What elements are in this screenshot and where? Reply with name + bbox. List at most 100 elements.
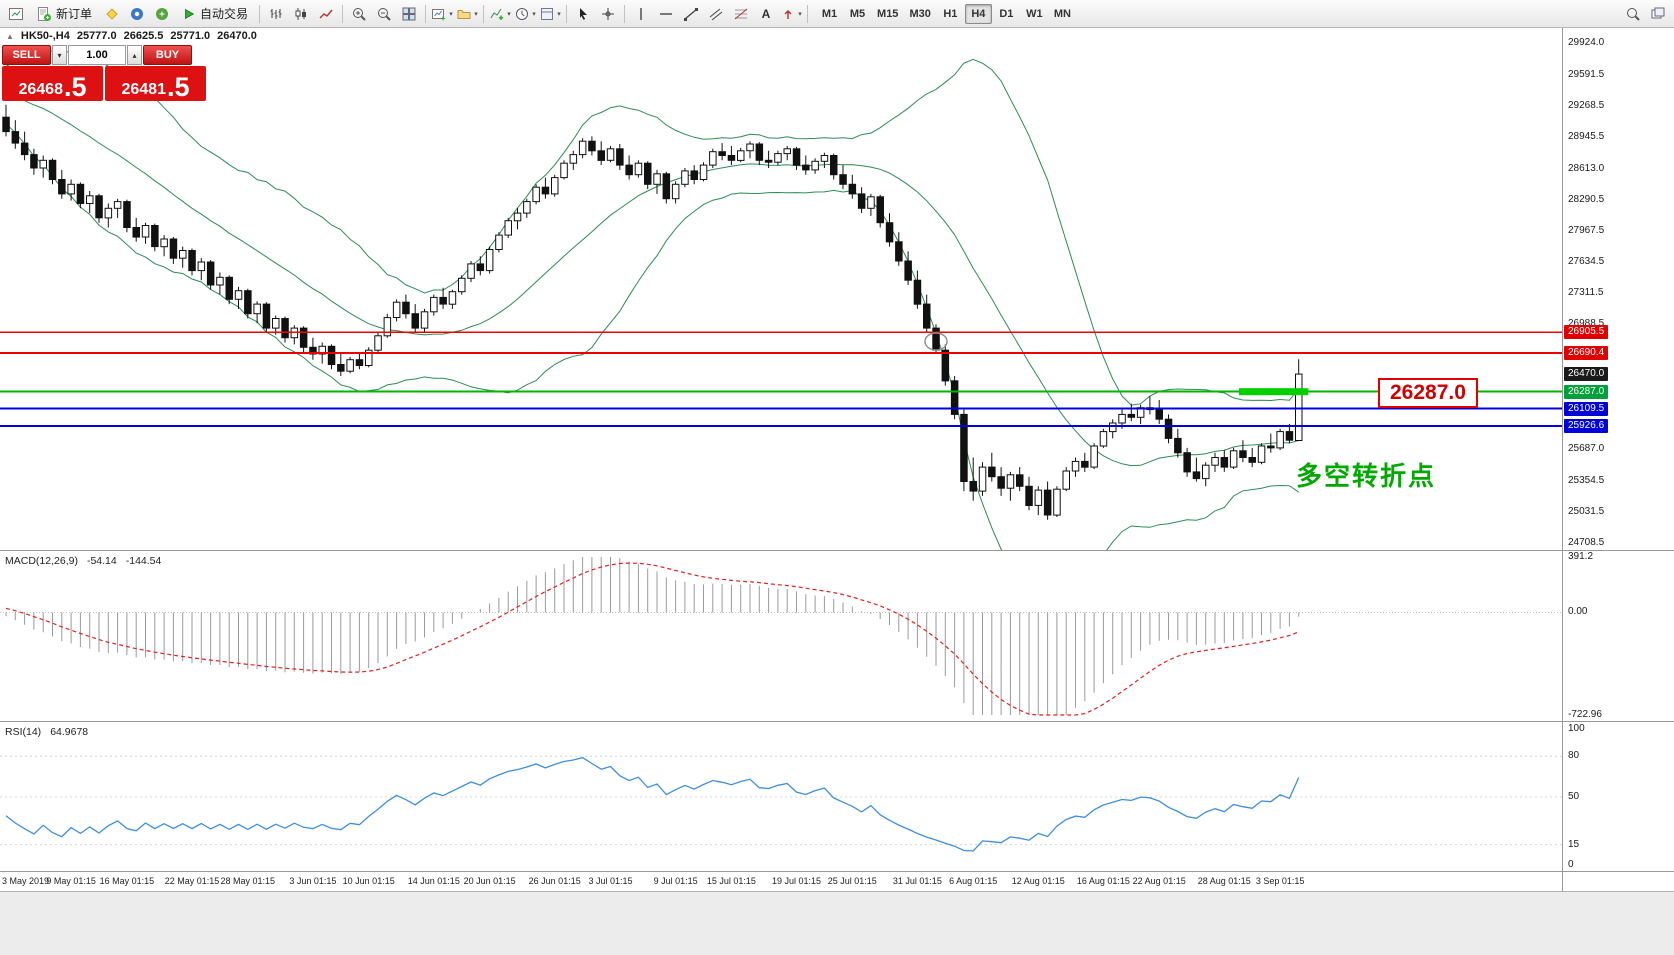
buy-button[interactable]: BUY xyxy=(143,45,192,65)
market-button[interactable] xyxy=(150,3,174,25)
price-axis[interactable]: 29924.0 29591.5 29268.5 28945.5 28613.0 28290… xyxy=(1562,28,1674,550)
templates-button[interactable]: ▾ xyxy=(538,3,562,25)
trendline-button[interactable] xyxy=(679,3,703,25)
dropdown-caret-icon[interactable]: ▾ xyxy=(557,10,561,18)
timeframe-button-M15[interactable]: M15 xyxy=(877,7,899,20)
ohlc-close: 26470.0 xyxy=(217,30,257,42)
sell-price-display[interactable]: 26468 .5 xyxy=(2,66,103,101)
time-label: 3 Jun 01:15 xyxy=(289,876,337,886)
volume-increase-button[interactable]: ▴ xyxy=(127,45,142,65)
channel-button[interactable] xyxy=(704,3,728,25)
text-tool-button[interactable]: A xyxy=(754,3,778,25)
timeframe-button-D1[interactable]: D1 xyxy=(999,7,1014,20)
time-axis[interactable]: 3 May 2019 9 May 01:15 16 May 01:15 22 May … xyxy=(0,871,1562,891)
tile-windows-button[interactable] xyxy=(397,3,421,25)
macd-axis-label: -722.96 xyxy=(1568,709,1602,720)
candlestick-chart-icon xyxy=(295,7,307,20)
time-label: 9 Jul 01:15 xyxy=(653,876,698,886)
buy-price-main: 26481 xyxy=(121,81,166,99)
symbol-marker-icon: ▲ xyxy=(6,31,14,41)
toolbar-separator xyxy=(566,4,568,23)
horizontal-line-button[interactable] xyxy=(654,3,678,25)
volume-input[interactable] xyxy=(68,45,126,65)
main-chart-area[interactable]: ▲ HK50-,H4 25777.0 26625.5 25771.0 26470… xyxy=(0,28,1562,550)
arrows-tool-button[interactable]: ▾ xyxy=(779,3,803,25)
rsi-label: RSI(14) 64.9678 xyxy=(5,726,88,738)
macd-label: MACD(12,26,9) -54.14 -144.54 xyxy=(5,555,161,567)
search-button[interactable] xyxy=(1621,3,1645,25)
macd-histogram xyxy=(5,557,1300,715)
time-label: 22 Aug 01:15 xyxy=(1132,876,1186,886)
time-label: 3 Jul 01:15 xyxy=(588,876,633,886)
chart-window-button[interactable] xyxy=(4,3,28,25)
timeframe-button-H1[interactable]: H1 xyxy=(943,7,958,20)
toolbar: 新订单 自动交易 ▾ ▾ ▾ xyxy=(0,0,1674,28)
timeframe-button-M5[interactable]: M5 xyxy=(849,7,866,20)
sell-button[interactable]: SELL xyxy=(2,45,51,65)
zoom-out-button[interactable] xyxy=(372,3,396,25)
rsi-axis-label: 15 xyxy=(1568,838,1580,850)
circle-annotation[interactable] xyxy=(924,332,948,351)
bar-chart-button[interactable] xyxy=(264,3,288,25)
profiles-button[interactable]: ▾ xyxy=(455,3,479,25)
timeframe-button-M1[interactable]: M1 xyxy=(821,7,838,20)
auto-trading-button[interactable]: 自动交易 xyxy=(175,3,255,25)
crosshair-icon xyxy=(602,7,615,20)
cursor-button[interactable] xyxy=(571,3,595,25)
metaeditor-button[interactable] xyxy=(100,3,124,25)
breakout-highlight-segment[interactable] xyxy=(1238,388,1309,396)
line-chart-button[interactable] xyxy=(314,3,338,25)
periods-button[interactable]: ▾ xyxy=(513,3,537,25)
timeframe-button-MN[interactable]: MN xyxy=(1053,7,1071,20)
price-callout[interactable]: 26287.0 xyxy=(1378,377,1478,408)
arrange-windows-button[interactable] xyxy=(1646,3,1670,25)
main-canvas-holder xyxy=(0,28,1562,550)
templates-icon xyxy=(541,7,554,20)
dropdown-caret-icon[interactable]: ▾ xyxy=(532,10,536,18)
crosshair-button[interactable] xyxy=(596,3,620,25)
search-icon xyxy=(1627,7,1640,21)
rsi-axis-label: 50 xyxy=(1568,791,1580,802)
dropdown-caret-icon[interactable]: ▾ xyxy=(798,10,802,18)
fibonacci-button[interactable] xyxy=(729,3,753,25)
time-label: 9 May 01:15 xyxy=(46,876,96,886)
one-click-controls: SELL ▾ ▴ BUY xyxy=(2,45,208,65)
ohlc-low: 25771.0 xyxy=(170,30,211,42)
indicators-button[interactable]: ▾ xyxy=(488,3,512,25)
price-tick: 29924.0 xyxy=(1568,37,1605,48)
dropdown-caret-icon[interactable]: ▾ xyxy=(474,10,478,18)
turning-point-label[interactable]: 多空转折点 xyxy=(1296,461,1437,491)
rsi-axis-label: 80 xyxy=(1568,750,1580,762)
time-label: 28 May 01:15 xyxy=(220,876,276,886)
dropdown-caret-icon[interactable]: ▾ xyxy=(507,10,511,18)
time-label: 15 Jul 01:15 xyxy=(706,876,756,886)
text-tool-icon: A xyxy=(762,7,771,21)
new-order-button[interactable]: 新订单 xyxy=(29,3,99,25)
community-icon xyxy=(131,7,144,20)
volume-decrease-button[interactable]: ▾ xyxy=(52,45,67,65)
main-chart-canvas[interactable] xyxy=(0,28,1562,550)
timeframe-button-W1[interactable]: W1 xyxy=(1026,7,1043,20)
candlestick-chart-button[interactable] xyxy=(289,3,313,25)
rsi-row: RSI(14) 64.9678 100 80 50 15 0 xyxy=(0,721,1674,871)
macd-canvas-holder xyxy=(0,552,1562,721)
macd-axis: 391.2 0.00 -722.96 xyxy=(1562,550,1674,721)
new-chart-button[interactable]: ▾ xyxy=(430,3,454,25)
time-label: 22 May 01:15 xyxy=(164,876,220,886)
timeframe-button-H4[interactable]: H4 xyxy=(964,3,992,24)
cursor-icon xyxy=(580,7,588,20)
vertical-line-button[interactable] xyxy=(629,3,653,25)
rsi-panel[interactable]: RSI(14) 64.9678 xyxy=(0,721,1562,871)
zoom-in-button[interactable] xyxy=(347,3,371,25)
macd-panel[interactable]: MACD(12,26,9) -54.14 -144.54 xyxy=(0,550,1562,721)
rsi-canvas[interactable] xyxy=(0,723,1562,871)
timeframe-button-M30[interactable]: M30 xyxy=(909,7,931,20)
time-axis-row: 3 May 2019 9 May 01:15 16 May 01:15 22 May … xyxy=(0,871,1674,891)
buy-price-display[interactable]: 26481 .5 xyxy=(105,66,206,101)
new-order-icon xyxy=(38,6,51,21)
community-button[interactable] xyxy=(125,3,149,25)
chart-workspace: ▲ HK50-,H4 25777.0 26625.5 25771.0 26470… xyxy=(0,28,1674,955)
dropdown-caret-icon[interactable]: ▾ xyxy=(449,10,453,18)
time-label: 3 May 2019 xyxy=(2,876,50,886)
macd-canvas[interactable] xyxy=(0,552,1562,721)
